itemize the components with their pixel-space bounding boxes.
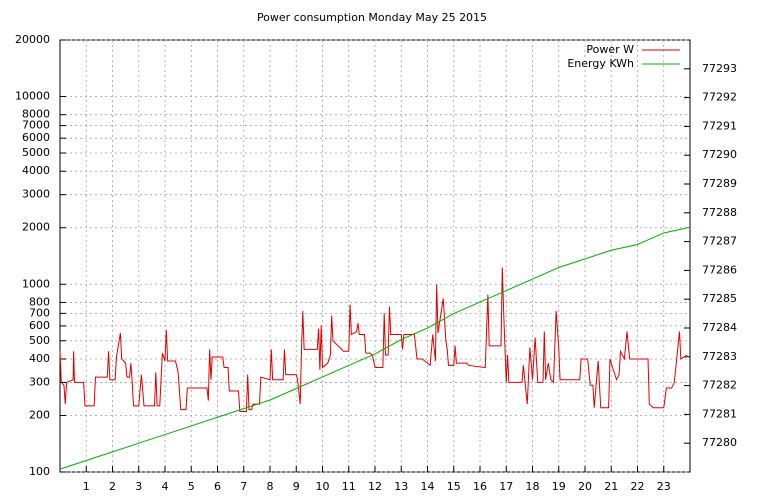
x-tick-label: 10 xyxy=(316,480,330,493)
y-tick-label: 500 xyxy=(29,334,50,347)
y2-tick-label: 77282 xyxy=(702,379,737,392)
y2-tick-label: 77286 xyxy=(702,263,737,276)
x-tick-label: 23 xyxy=(657,480,671,493)
y2-tick-label: 77287 xyxy=(702,235,737,248)
x-tick-label: 17 xyxy=(499,480,513,493)
y-tick-label: 10000 xyxy=(15,90,50,103)
series-line xyxy=(59,226,691,470)
y-tick-label: 800 xyxy=(29,295,50,308)
y2-tick-label: 77280 xyxy=(702,436,737,449)
x-tick-label: 21 xyxy=(604,480,618,493)
x-tick-label: 18 xyxy=(526,480,540,493)
x-tick-label: 15 xyxy=(447,480,461,493)
y2-tick-label: 77281 xyxy=(702,407,737,420)
x-tick-label: 5 xyxy=(188,480,195,493)
y-tick-label: 1000 xyxy=(22,277,50,290)
x-tick-label: 19 xyxy=(552,480,566,493)
x-tick-label: 16 xyxy=(473,480,487,493)
x-tick-label: 13 xyxy=(394,480,408,493)
y2-tick-label: 77283 xyxy=(702,350,737,363)
x-tick-label: 6 xyxy=(214,480,221,493)
x-tick-label: 22 xyxy=(631,480,645,493)
x-tick-label: 11 xyxy=(342,480,356,493)
chart-title: Power consumption Monday May 25 2015 xyxy=(257,11,487,24)
y-tick-label: 300 xyxy=(29,375,50,388)
y-tick-label: 600 xyxy=(29,319,50,332)
x-tick-label: 12 xyxy=(368,480,382,493)
y-tick-label: 5000 xyxy=(22,146,50,159)
legend-label: Power W xyxy=(586,43,634,56)
x-tick-label: 9 xyxy=(293,480,300,493)
y-tick-label: 8000 xyxy=(22,108,50,121)
y-tick-label: 6000 xyxy=(22,131,50,144)
y-tick-label: 400 xyxy=(29,352,50,365)
series-line xyxy=(59,267,688,413)
x-tick-label: 8 xyxy=(267,480,274,493)
y2-tick-label: 77289 xyxy=(702,177,737,190)
y2-tick-label: 77288 xyxy=(702,206,737,219)
x-tick-label: 4 xyxy=(162,480,169,493)
y2-tick-label: 77285 xyxy=(702,292,737,305)
x-tick-label: 7 xyxy=(240,480,247,493)
y2-tick-label: 77293 xyxy=(702,62,737,75)
x-tick-label: 20 xyxy=(578,480,592,493)
x-tick-label: 2 xyxy=(109,480,116,493)
y-tick-label: 700 xyxy=(29,306,50,319)
x-tick-label: 1 xyxy=(83,480,90,493)
y-tick-label: 100 xyxy=(29,465,50,478)
x-tick-label: 3 xyxy=(135,480,142,493)
y2-tick-label: 77284 xyxy=(702,321,737,334)
y-tick-label: 4000 xyxy=(22,164,50,177)
y-tick-label: 3000 xyxy=(22,188,50,201)
y2-tick-label: 77290 xyxy=(702,148,737,161)
x-tick-label: 14 xyxy=(421,480,435,493)
y2-tick-label: 77291 xyxy=(702,119,737,132)
y-tick-label: 7000 xyxy=(22,119,50,132)
y-tick-label: 2000 xyxy=(22,221,50,234)
y-tick-label: 200 xyxy=(29,408,50,421)
legend-label: Energy KWh xyxy=(567,57,634,70)
y2-tick-label: 77292 xyxy=(702,91,737,104)
y-tick-label: 20000 xyxy=(15,33,50,46)
